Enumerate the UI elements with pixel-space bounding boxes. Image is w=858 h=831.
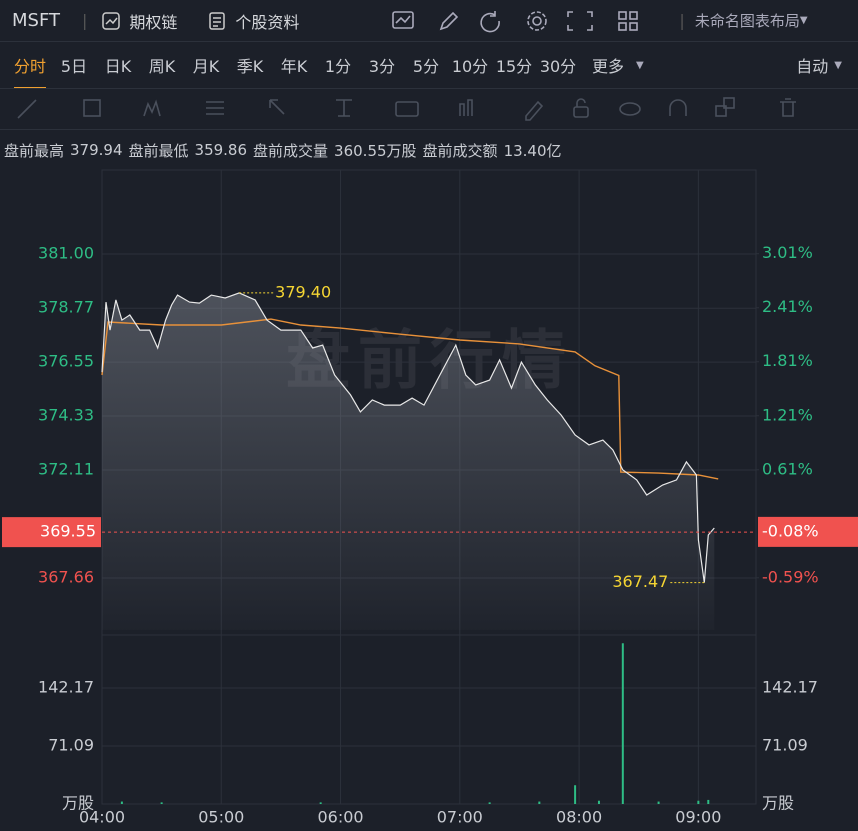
high-label: 379.40 [275, 282, 331, 301]
tab[interactable]: 季K [236, 57, 264, 76]
stat-value: 359.86 [194, 141, 248, 159]
volume-tick-label: 142.17 [38, 678, 94, 697]
volume-bar [120, 801, 123, 804]
y2-tick-label: 3.01% [762, 243, 813, 262]
y-tick-label: 378.77 [38, 298, 94, 317]
x-tick-label: 09:00 [675, 808, 721, 827]
y2-tick-label: 2.41% [762, 297, 813, 316]
tab[interactable]: 30分 [539, 57, 577, 76]
tab[interactable]: 15分 [495, 57, 533, 76]
stat-label: 盘前最高 [4, 141, 65, 160]
volume-tick-label: 71.09 [762, 735, 808, 754]
layout-menu[interactable]: 未命名图表布局 [694, 12, 800, 30]
link[interactable]: 期权链 [129, 12, 178, 32]
volume-tick-label: 71.09 [48, 735, 94, 754]
volume-bar [319, 802, 322, 804]
volume-bar [538, 801, 541, 804]
volume-bar [697, 800, 700, 804]
link[interactable]: 个股资料 [235, 12, 300, 32]
y2-tick-label: 1.21% [762, 405, 813, 424]
stat-label: 盘前成交量 [253, 141, 329, 160]
chart: 盘前行情 04:00 05:00 06:00 07:00 08:00 09:00381.0… [2, 169, 858, 827]
stat-value: 360.55万股 [334, 141, 417, 160]
stat-label: 盘前最低 [128, 141, 189, 160]
y-tick-label: 367.66 [38, 568, 94, 587]
x-tick-label: 06:00 [317, 808, 363, 827]
y-tick-label: 374.33 [38, 406, 94, 425]
dropdown-caret: ▼ [834, 59, 842, 71]
price-line [101, 292, 715, 583]
y2-tick-label: 0.61% [762, 459, 813, 478]
average-line [101, 318, 719, 480]
tab[interactable]: 更多 [591, 57, 624, 76]
x-tick-label: 07:00 [437, 808, 483, 827]
stat-value: 379.94 [70, 141, 123, 159]
stats-line: 盘前最高 379.94 盘前最低 359.86 盘前成交量 360.55万股 盘前成交额 13… [0, 135, 858, 165]
current-pct-label: -0.08% [762, 521, 819, 540]
volume-bar [657, 801, 660, 804]
toolbar-icons [392, 10, 639, 32]
y2-tick-label: 1.81% [762, 351, 813, 370]
tab[interactable]: 10分 [451, 57, 489, 76]
tool-icons [17, 97, 796, 121]
y-tick-label: 372.11 [38, 459, 94, 478]
top-bar: MSFT | 期权链 个股资料 | 未命名图表布局 ▼ [0, 0, 858, 42]
x-tick-label: 05:00 [198, 808, 244, 827]
icon [102, 11, 121, 30]
drawing-tools [0, 88, 858, 130]
current-price-label: 369.55 [40, 522, 96, 541]
tab[interactable]: 3分 [368, 57, 396, 76]
current-pct-box [758, 516, 858, 547]
y2-tick-label: -0.59% [762, 567, 819, 586]
dropdown[interactable]: 自动 [796, 57, 829, 76]
x-tick-label: 08:00 [556, 808, 602, 827]
tab[interactable]: 日K [104, 57, 132, 76]
low-label: 367.47 [612, 572, 668, 591]
icon [209, 11, 226, 30]
x-tick-label: 04:00 [79, 808, 125, 827]
volume-bar [160, 802, 163, 804]
tab[interactable]: 分时 [8, 53, 52, 89]
volume-bar [707, 799, 710, 804]
volume-tick-label: 142.17 [762, 678, 818, 697]
volume-bar [621, 643, 624, 804]
volume-bar [574, 785, 577, 804]
tab[interactable]: 月K [192, 57, 220, 76]
y-tick-label: 381.00 [38, 244, 94, 263]
tab-bar: 分时 5日 日K 周K 月K 季K 年K 1分 3分 5分 10分 15分 30分 更多 ▼ 自动 ▼ [0, 42, 858, 89]
tab[interactable]: 5日 [60, 57, 88, 76]
y-tick-label: 376.55 [38, 352, 94, 371]
dropdown-caret: ▼ [636, 59, 644, 71]
tab[interactable]: 5分 [412, 57, 440, 76]
current-price-box [2, 517, 101, 548]
tab[interactable]: 1分 [324, 57, 352, 76]
tab[interactable]: 年K [280, 57, 308, 76]
symbol[interactable]: MSFT [12, 10, 60, 31]
price-area [102, 292, 715, 630]
volume-unit: 万股 [762, 794, 794, 813]
tab[interactable]: 周K [148, 57, 176, 76]
stat-label: 盘前成交额 [422, 141, 498, 160]
stat-value: 13.40亿 [503, 141, 562, 160]
volume-bar [488, 802, 491, 804]
volume-bar [597, 800, 600, 804]
volume-unit: 万股 [62, 794, 94, 813]
